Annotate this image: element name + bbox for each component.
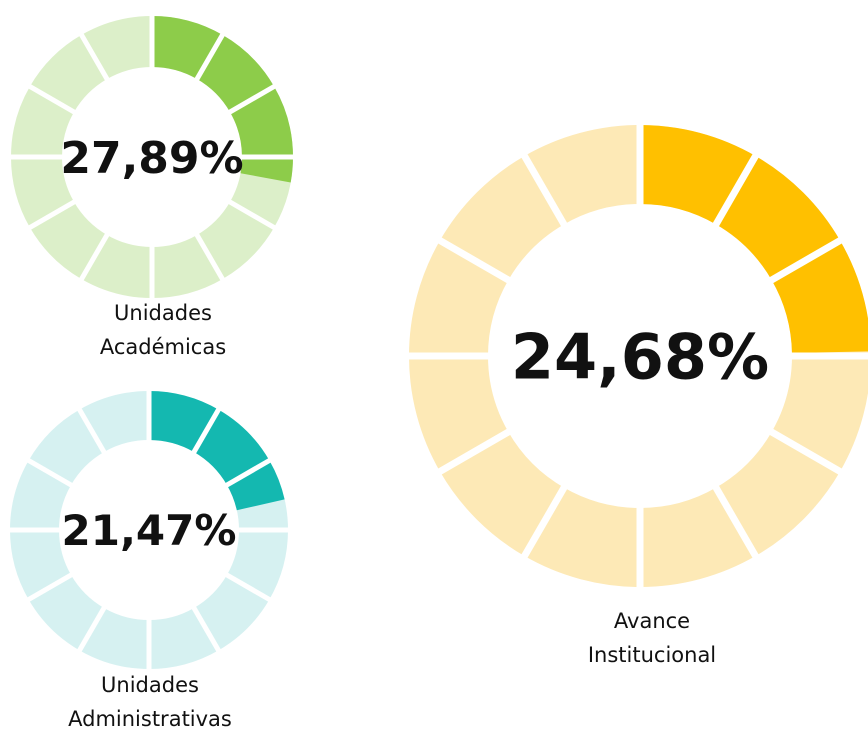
- filled-segment: [194, 409, 270, 485]
- empty-segment: [29, 202, 107, 280]
- separator: [436, 427, 512, 476]
- separator: [190, 406, 222, 456]
- separator: [768, 236, 844, 285]
- percent-label: 27,89%: [60, 133, 243, 184]
- separator: [223, 571, 273, 603]
- gauge-label: Avance Institucional: [587, 609, 717, 667]
- separator: [226, 83, 278, 116]
- separator: [768, 427, 844, 476]
- gauge-label: Unidades Administrativas: [68, 673, 232, 731]
- separator: [76, 406, 108, 456]
- separator: [520, 152, 569, 228]
- gauge-label: Unidades Académicas: [99, 301, 227, 359]
- empty-segment: [194, 575, 270, 651]
- separator: [26, 83, 78, 116]
- filled-segment: [240, 157, 293, 183]
- percent-label: 21,47%: [62, 506, 237, 555]
- separator: [436, 236, 512, 285]
- separator: [25, 571, 75, 603]
- separator: [190, 604, 222, 654]
- empty-segment: [28, 409, 105, 485]
- separator: [193, 31, 226, 83]
- separator: [226, 198, 278, 231]
- separator: [520, 484, 569, 560]
- separator: [711, 152, 760, 228]
- empty-segment: [716, 432, 841, 557]
- filled-segment: [197, 34, 275, 112]
- empty-segment: [439, 432, 564, 557]
- empty-segment: [439, 155, 564, 280]
- empty-segment: [29, 34, 107, 112]
- percent-label: 24,68%: [511, 320, 769, 393]
- separator: [78, 31, 111, 83]
- separator: [193, 231, 226, 283]
- filled-segment: [226, 460, 285, 511]
- separator: [711, 484, 760, 560]
- empty-segment: [197, 202, 275, 280]
- separator: [26, 198, 78, 231]
- empty-segment: [28, 575, 105, 651]
- separator: [223, 457, 273, 489]
- filled-segment: [716, 155, 841, 280]
- separator: [25, 457, 75, 489]
- separator: [76, 604, 108, 654]
- separator: [78, 231, 111, 283]
